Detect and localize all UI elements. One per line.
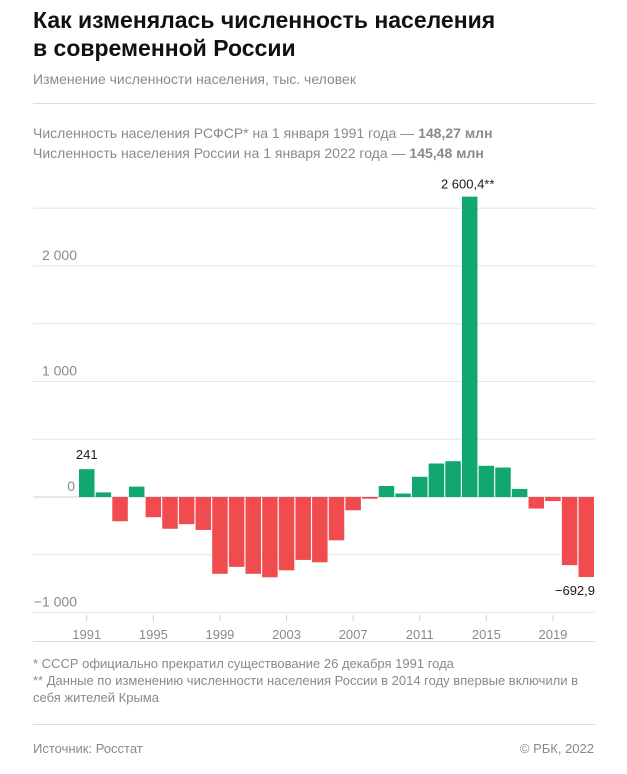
divider-top xyxy=(33,103,595,104)
data-label: 2 600,4** xyxy=(441,177,495,192)
bar xyxy=(561,497,578,566)
bar xyxy=(212,497,228,574)
bar xyxy=(278,497,295,571)
x-tick-label: 1991 xyxy=(72,627,101,642)
bar xyxy=(428,463,445,497)
bar xyxy=(112,497,128,522)
bar xyxy=(178,497,195,525)
population-2022-line: Численность населения России на 1 января… xyxy=(33,145,484,161)
bar xyxy=(312,497,328,563)
bar xyxy=(412,476,428,497)
x-tick-label: 2003 xyxy=(272,627,301,642)
x-tick-label: 2007 xyxy=(339,627,368,642)
population-1991-line: Численность населения РСФСР* на 1 января… xyxy=(33,125,493,141)
bar xyxy=(228,497,245,567)
bar xyxy=(328,497,345,541)
bar xyxy=(511,488,528,497)
x-tick-label: 2019 xyxy=(538,627,567,642)
population-1991-value: 148,27 млн xyxy=(418,125,493,141)
data-label: −692,9 xyxy=(555,583,595,598)
bar xyxy=(445,461,461,497)
x-tick-label: 2015 xyxy=(472,627,501,642)
y-tick-label: 1 000 xyxy=(42,363,77,379)
x-tick-label: 2011 xyxy=(406,627,434,642)
divider-bottom xyxy=(33,641,595,642)
bar xyxy=(545,497,561,502)
chart-subtitle: Изменение численности населения, тыс. че… xyxy=(33,71,356,87)
y-tick-label: −1 000 xyxy=(34,594,77,610)
bar xyxy=(528,497,545,509)
divider-footer xyxy=(33,724,595,725)
footnote-2: ** Данные по изменению численности насел… xyxy=(33,673,578,705)
x-tick-label: 1995 xyxy=(139,627,168,642)
data-label: 241 xyxy=(76,447,98,462)
population-change-bar-chart: −1 000 0 1 000 2 000 1991 1995 1999 2003 2007 201… xyxy=(33,177,595,642)
bar xyxy=(362,497,378,499)
bar xyxy=(95,492,112,497)
bar xyxy=(495,467,511,497)
chart-title: Как изменялась численность населения в с… xyxy=(33,7,496,61)
bar xyxy=(478,465,495,497)
bar xyxy=(162,497,178,529)
y-tick-label: 0 xyxy=(67,478,75,494)
population-2022-value: 145,48 млн xyxy=(409,145,484,161)
bar xyxy=(578,497,594,578)
bar xyxy=(262,497,278,578)
x-tick-label: 1999 xyxy=(205,627,234,642)
bar xyxy=(461,196,478,497)
footnote-1: * СССР официально прекратил существовани… xyxy=(33,656,454,671)
bar xyxy=(79,469,95,497)
bar xyxy=(195,497,212,530)
copyright-text: © РБК, 2022 xyxy=(519,741,594,756)
population-1991-text: Численность населения РСФСР* на 1 января… xyxy=(33,125,419,141)
bar xyxy=(345,497,361,511)
y-tick-label: 2 000 xyxy=(42,247,77,263)
bar xyxy=(395,493,411,497)
footnotes: * СССР официально прекратил существовани… xyxy=(33,655,593,706)
bar xyxy=(245,497,261,574)
bar xyxy=(295,497,311,560)
source-text: Источник: Росстат xyxy=(33,741,143,756)
population-2022-text: Численность населения России на 1 января… xyxy=(33,145,410,161)
bar xyxy=(145,497,162,518)
bar xyxy=(378,486,395,497)
bar xyxy=(128,486,145,497)
